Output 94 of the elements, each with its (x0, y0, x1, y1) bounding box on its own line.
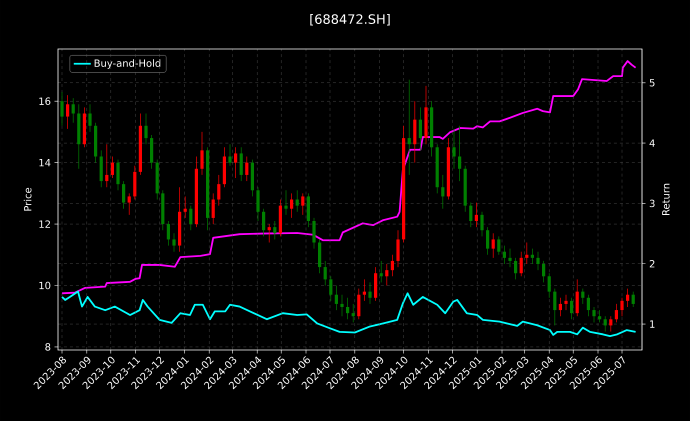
candlestick (217, 174, 220, 206)
candlestick (144, 113, 148, 145)
candlestick (558, 297, 562, 317)
candlestick (480, 211, 484, 237)
candlestick (620, 297, 624, 317)
line-series (61, 60, 637, 294)
candlestick (626, 288, 630, 308)
y-tick-label: 10 (39, 282, 50, 290)
candlestick (273, 220, 276, 240)
candlestick (514, 258, 518, 280)
candlestick (469, 202, 472, 228)
y2-tick-label: 5 (650, 79, 654, 86)
candlestick (553, 288, 556, 326)
candlestick (458, 125, 462, 182)
candlestick (502, 245, 506, 264)
candlestick (441, 174, 444, 210)
candlestick (189, 205, 192, 231)
candlestick (486, 226, 490, 256)
candlestick (172, 232, 176, 252)
candlestick (380, 260, 383, 283)
candlestick (284, 190, 288, 216)
candlestick (268, 224, 271, 243)
candlestick (212, 193, 215, 224)
candlestick (520, 251, 523, 277)
chart-title: [688472.SH] (310, 14, 390, 26)
candlestick (576, 279, 579, 317)
candlestick (329, 276, 332, 302)
candlestick (357, 288, 360, 320)
candlestick (184, 196, 187, 218)
candlestick (408, 79, 411, 176)
y-tick-label: 16 (39, 97, 50, 105)
y2-tick-label: 4 (650, 139, 655, 147)
candlestick (72, 98, 75, 124)
candlestick (362, 279, 366, 302)
candlestick (324, 260, 327, 286)
candlestick (296, 190, 299, 212)
candlestick (122, 180, 126, 210)
legend-label: Buy-and-Hold (94, 59, 160, 69)
candlestick (474, 202, 478, 228)
candlestick (418, 107, 422, 151)
candlestick (60, 92, 64, 126)
candlestick (632, 291, 635, 308)
candlestick (228, 144, 232, 166)
candlestick (525, 242, 528, 264)
line-series (61, 290, 637, 338)
candlestick (105, 144, 108, 188)
candlestick (256, 186, 260, 222)
candlestick (542, 260, 546, 283)
candlestick (570, 297, 574, 320)
candlestick (66, 94, 70, 130)
candlestick (240, 146, 243, 182)
candlestick (604, 316, 607, 332)
candlestick (390, 254, 394, 277)
y-tick-label: 8 (45, 343, 50, 351)
candlestick (368, 282, 372, 304)
y2-axis-title: Return (662, 184, 670, 216)
candlestick (396, 230, 400, 268)
candlestick (598, 310, 602, 323)
y2-tick-label: 1 (650, 320, 654, 328)
candlestick (592, 306, 596, 323)
candlestick (581, 288, 584, 304)
candlestick (116, 159, 120, 191)
y-tick-label: 12 (39, 220, 50, 228)
candlestick (110, 156, 114, 178)
candlestick (508, 248, 512, 268)
y-tick-label: 14 (39, 159, 50, 166)
candlestick (262, 208, 266, 237)
candlestick (609, 316, 612, 332)
candlestick (492, 232, 495, 258)
candlestick (586, 294, 590, 317)
candlestick (340, 294, 344, 317)
candlestick (334, 285, 338, 310)
candlestick (614, 304, 618, 323)
candlestick (564, 294, 568, 310)
candlestick (88, 104, 92, 132)
y2-tick-label: 3 (650, 200, 655, 208)
candlestick (452, 128, 456, 170)
candlestick (548, 272, 551, 298)
candlestick (128, 193, 131, 216)
candlestick (352, 304, 355, 323)
candlestick (385, 264, 388, 286)
candlestick (536, 251, 540, 270)
candlestick (346, 297, 350, 320)
y-axis-title: Price (24, 188, 32, 211)
candlestick (301, 193, 304, 216)
candlestick (245, 156, 248, 182)
candlestick (530, 248, 534, 264)
candlestick (312, 218, 316, 249)
candlestick (234, 146, 238, 178)
y2-tick-label: 2 (650, 260, 654, 268)
candlestick (200, 132, 204, 176)
candlestick (290, 193, 294, 218)
candlestick (166, 220, 170, 246)
candlestick (497, 236, 500, 256)
